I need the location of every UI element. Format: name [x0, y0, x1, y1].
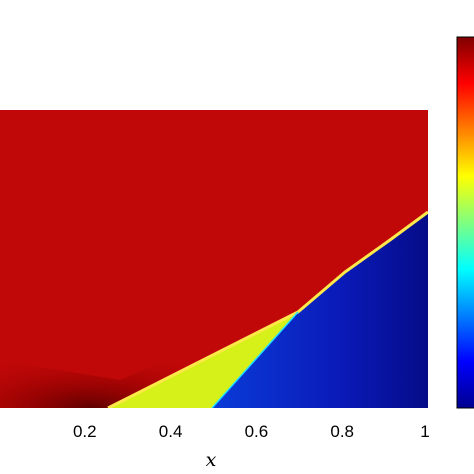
shock-front-glow	[211, 311, 299, 408]
x-tick-label: 0.8	[330, 422, 354, 441]
x-tick-label: 0.4	[159, 422, 183, 441]
colorbar-frame	[456, 36, 474, 409]
x-tick-label: 1	[420, 422, 429, 441]
region-blue	[212, 212, 428, 408]
region-dark-shading	[0, 310, 300, 408]
x-tick-labels: 0.2 0.4 0.6 0.8 1	[73, 422, 430, 441]
plot-area	[0, 110, 428, 408]
x-tick-label: 0.6	[245, 422, 269, 441]
colorbar-gradient	[457, 37, 474, 408]
x-axis-label: x	[206, 449, 217, 471]
x-tick-label: 0.2	[73, 422, 97, 441]
colorbar	[456, 36, 474, 409]
shock-front-line	[107, 210, 428, 408]
